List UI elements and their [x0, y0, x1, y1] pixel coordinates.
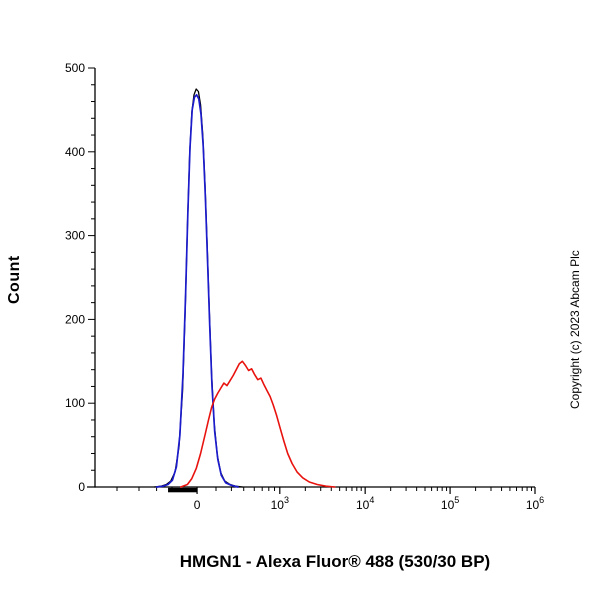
y-tick-label: 0	[78, 480, 85, 494]
copyright-text: Copyright (c) 2023 Abcam Plc	[568, 250, 582, 410]
series-hmgn1-red	[180, 360, 336, 488]
series-control-blue	[155, 93, 239, 488]
y-tick-label: 300	[65, 229, 85, 243]
y-tick-label: 500	[65, 61, 85, 75]
x-tick-label: 106	[526, 495, 544, 512]
baseline-events-rug	[168, 487, 198, 493]
x-tick-label: 104	[356, 495, 374, 512]
y-tick-label: 400	[65, 145, 85, 159]
y-tick-label: 200	[65, 312, 85, 326]
series-control-black	[153, 88, 244, 488]
x-tick-label: 0	[194, 498, 201, 512]
chart-title: HMGN1 - Alexa Fluor® 488 (530/30 BP)	[179, 552, 491, 571]
y-tick-label: 100	[65, 396, 85, 410]
x-tick-label: 105	[441, 495, 459, 512]
x-tick-label: 103	[271, 495, 289, 512]
